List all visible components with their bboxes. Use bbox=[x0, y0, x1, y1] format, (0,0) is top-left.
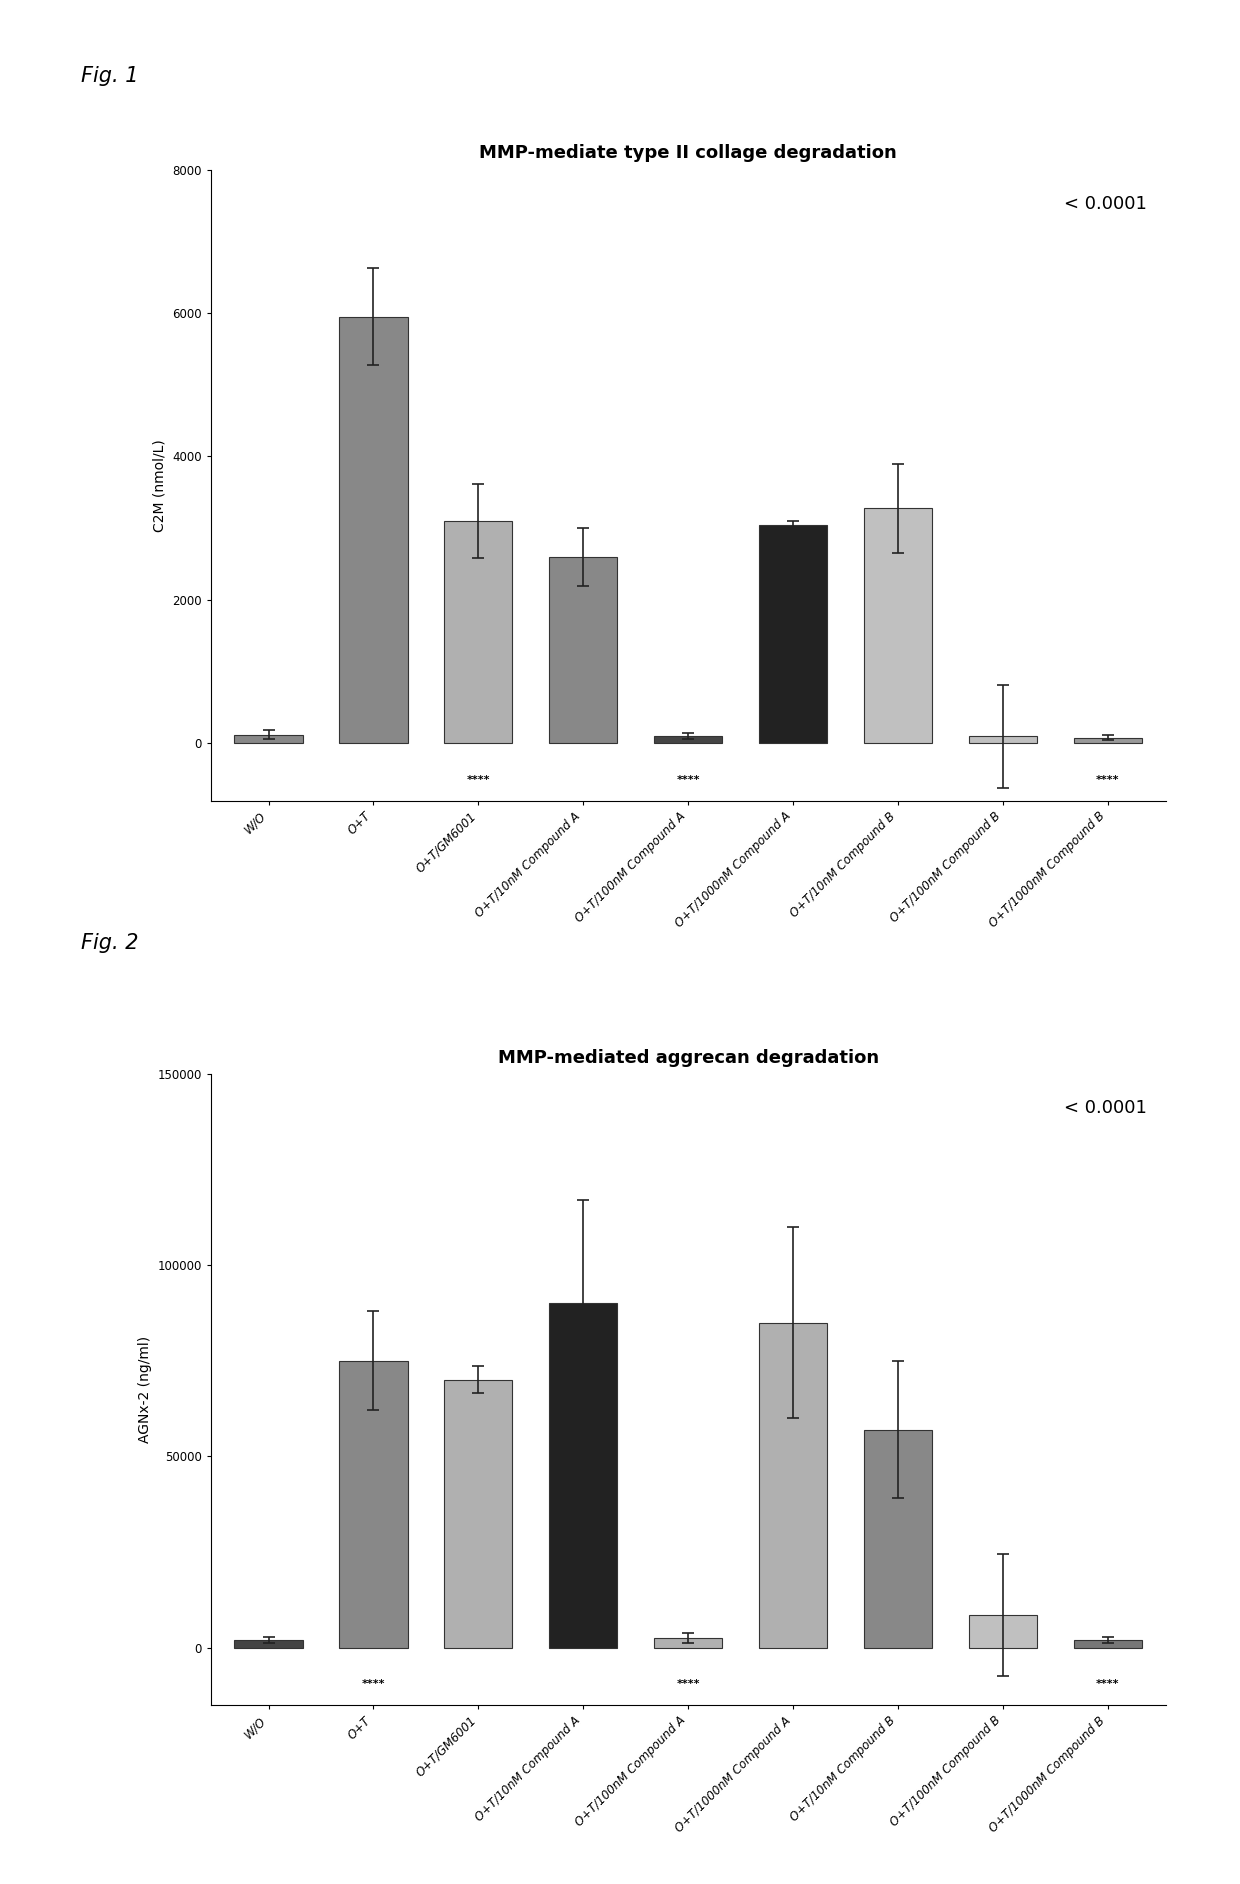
Bar bbox=[759, 1323, 827, 1648]
Bar bbox=[340, 317, 408, 744]
Bar bbox=[759, 524, 827, 744]
Bar bbox=[549, 558, 618, 744]
Bar bbox=[234, 1639, 303, 1648]
Text: ****: **** bbox=[1096, 1679, 1120, 1690]
Y-axis label: C2M (nmol/L): C2M (nmol/L) bbox=[153, 439, 166, 531]
Text: ****: **** bbox=[1096, 774, 1120, 786]
Bar bbox=[968, 737, 1037, 744]
Text: Fig. 1: Fig. 1 bbox=[81, 66, 138, 87]
Bar bbox=[864, 1430, 932, 1648]
Bar bbox=[549, 1304, 618, 1648]
Text: ****: **** bbox=[362, 1679, 386, 1690]
Bar bbox=[1074, 739, 1142, 744]
Bar bbox=[444, 522, 512, 744]
Bar bbox=[968, 1615, 1037, 1648]
Title: MMP-mediate type II collage degradation: MMP-mediate type II collage degradation bbox=[480, 145, 897, 162]
Bar bbox=[234, 735, 303, 744]
Title: MMP-mediated aggrecan degradation: MMP-mediated aggrecan degradation bbox=[497, 1049, 879, 1066]
Text: ****: **** bbox=[677, 1679, 699, 1690]
Text: < 0.0001: < 0.0001 bbox=[1064, 1098, 1147, 1117]
Bar bbox=[444, 1379, 512, 1648]
Bar bbox=[655, 1637, 722, 1648]
Bar bbox=[655, 737, 722, 744]
Y-axis label: AGNx-2 (ng/ml): AGNx-2 (ng/ml) bbox=[138, 1336, 151, 1443]
Bar bbox=[864, 509, 932, 744]
Text: < 0.0001: < 0.0001 bbox=[1064, 194, 1147, 213]
Bar bbox=[1074, 1639, 1142, 1648]
Text: ****: **** bbox=[466, 774, 490, 786]
Text: ****: **** bbox=[677, 774, 699, 786]
Bar bbox=[340, 1360, 408, 1648]
Text: Fig. 2: Fig. 2 bbox=[81, 933, 138, 953]
